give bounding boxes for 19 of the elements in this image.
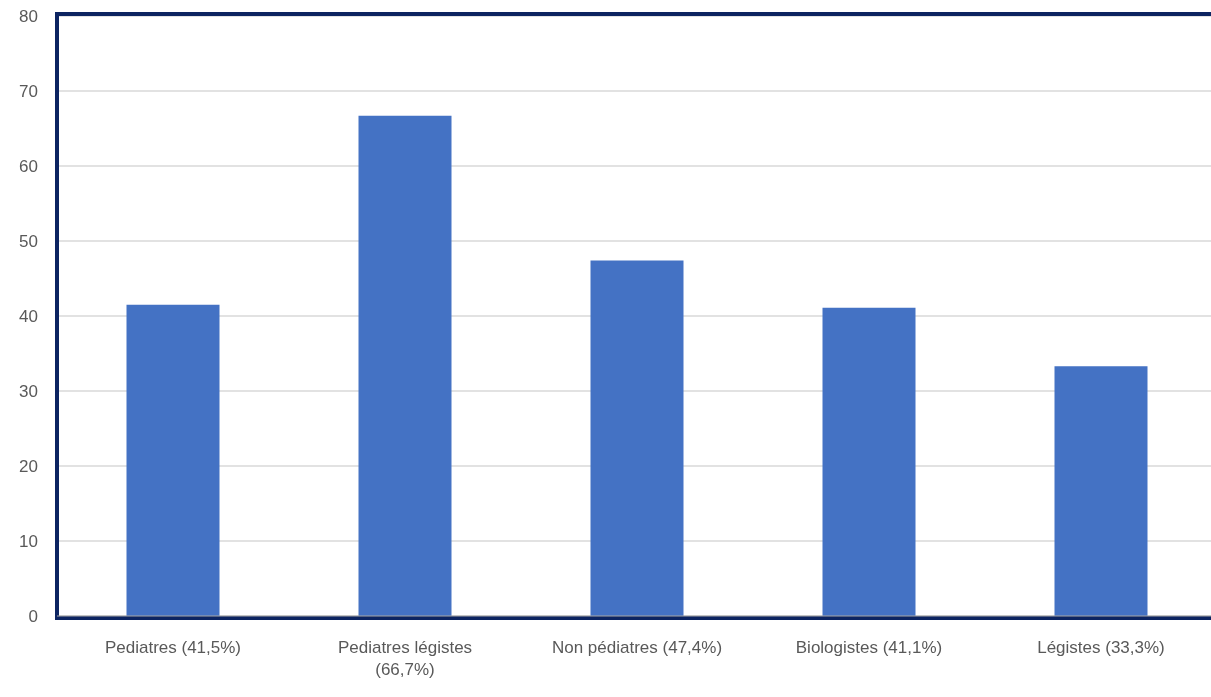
bar — [590, 260, 684, 616]
y-tick-label: 40 — [19, 306, 38, 326]
x-tick-label: Non pédiatres (47,4%) — [551, 638, 723, 657]
y-tick-label: 10 — [19, 531, 38, 551]
bar — [126, 304, 220, 616]
y-tick-label: 80 — [19, 6, 38, 26]
x-tick-label: Pediatres légistes (66,7%) — [337, 638, 473, 679]
x-tick-label: Légistes (33,3%) — [1037, 638, 1165, 657]
y-tick-label: 50 — [19, 231, 38, 251]
bar — [1054, 366, 1148, 616]
bar — [358, 115, 452, 616]
bar — [822, 307, 916, 616]
y-tick-label: 20 — [19, 456, 38, 476]
y-tick-label: 30 — [19, 381, 38, 401]
y-tick-label: 60 — [19, 156, 38, 176]
y-tick-label: 0 — [28, 606, 38, 626]
y-tick-label: 70 — [19, 81, 38, 101]
x-tick-label: Biologistes (41,1%) — [795, 638, 943, 657]
x-tick-label: Pediatres (41,5%) — [104, 638, 242, 657]
